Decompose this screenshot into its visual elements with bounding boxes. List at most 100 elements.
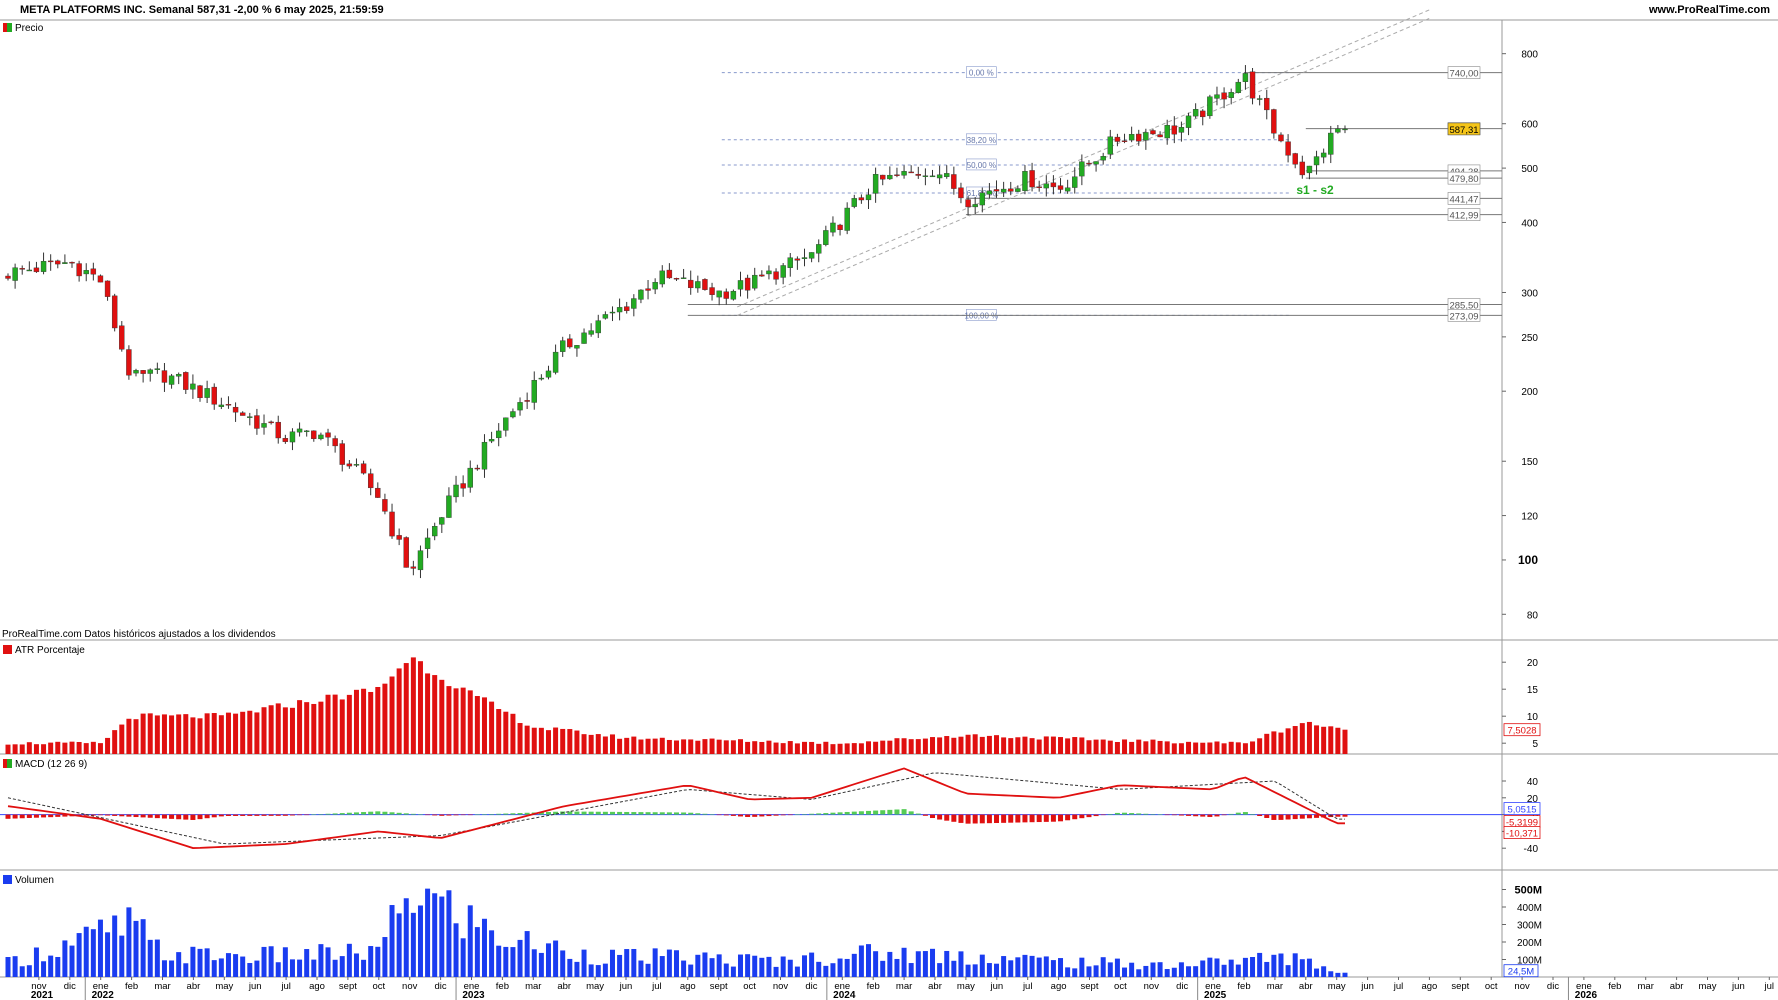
candle-body bbox=[695, 281, 701, 289]
macd-histogram-bar bbox=[1242, 812, 1248, 815]
volume-bar bbox=[1107, 962, 1113, 977]
macd-histogram-bar bbox=[745, 814, 751, 817]
candle-body bbox=[624, 306, 630, 311]
volume-axis-tick-label: 300M bbox=[1517, 921, 1542, 932]
atr-bar bbox=[154, 715, 160, 754]
x-axis-month-label: may bbox=[957, 981, 975, 992]
atr-bar bbox=[730, 740, 736, 754]
volume-bar bbox=[602, 963, 608, 977]
candle-body bbox=[922, 175, 929, 177]
candle-body bbox=[1242, 73, 1249, 82]
candle-body bbox=[1107, 136, 1114, 155]
volume-bar bbox=[816, 961, 822, 977]
candle-body bbox=[375, 487, 381, 498]
atr-axis-tick-label: 5 bbox=[1532, 739, 1538, 750]
macd-histogram-bar bbox=[794, 814, 800, 816]
candle-body bbox=[1285, 141, 1291, 156]
macd-histogram-bar bbox=[766, 814, 772, 817]
volume-bar bbox=[1257, 952, 1263, 977]
atr-bar bbox=[922, 738, 928, 754]
candle-body bbox=[944, 173, 950, 177]
candle-body bbox=[723, 291, 729, 299]
x-axis-month-label: mar bbox=[1638, 981, 1654, 992]
atr-bar bbox=[12, 744, 18, 754]
volume-bar bbox=[908, 963, 914, 977]
macd-histogram-bar bbox=[382, 811, 388, 815]
atr-bar bbox=[282, 707, 288, 754]
volume-bar bbox=[1157, 962, 1163, 977]
candle-body bbox=[865, 194, 872, 201]
atr-bar bbox=[844, 743, 850, 754]
macd-histogram-bar bbox=[965, 814, 971, 824]
macd-histogram-bar bbox=[1200, 814, 1206, 817]
volume-bar bbox=[837, 958, 843, 977]
macd-histogram-bar bbox=[389, 812, 395, 815]
volume-bar bbox=[1264, 961, 1270, 977]
atr-value-tag bbox=[1503, 723, 1541, 737]
volume-bar bbox=[453, 923, 459, 977]
atr-bar bbox=[105, 737, 111, 754]
volume-bar bbox=[595, 965, 601, 977]
volume-bar bbox=[880, 960, 886, 977]
atr-bar bbox=[1321, 726, 1327, 754]
macd-histogram-bar bbox=[930, 814, 936, 819]
atr-bar bbox=[1122, 739, 1128, 754]
volume-bar bbox=[730, 966, 736, 977]
macd-histogram-bar bbox=[119, 814, 125, 817]
volume-bar bbox=[1214, 958, 1220, 977]
macd-signal-line bbox=[7, 772, 1345, 845]
x-axis-month-label: dic bbox=[805, 981, 817, 992]
macd-histogram-bar bbox=[289, 814, 295, 816]
atr-bar bbox=[1036, 739, 1042, 754]
macd-histogram-bar bbox=[318, 814, 324, 815]
volume-bar bbox=[5, 957, 11, 977]
atr-bar bbox=[1328, 726, 1334, 754]
candle-body bbox=[567, 338, 573, 348]
volume-bar bbox=[922, 951, 928, 977]
macd-histogram-bar bbox=[481, 814, 487, 815]
macd-histogram-bar bbox=[190, 814, 196, 820]
volume-bar bbox=[766, 956, 772, 977]
macd-histogram-bar bbox=[908, 811, 914, 815]
atr-bar bbox=[1214, 741, 1220, 754]
macd-histogram-bar bbox=[176, 814, 182, 820]
prorealtime-site-link[interactable]: www.ProRealTime.com bbox=[1648, 4, 1770, 16]
atr-axis-tick-label: 15 bbox=[1527, 685, 1539, 696]
x-axis-month-label: abr bbox=[1299, 981, 1313, 992]
macd-histogram-bar bbox=[83, 814, 89, 816]
atr-bar bbox=[1065, 738, 1071, 754]
atr-bar bbox=[62, 742, 68, 754]
volume-bar bbox=[1285, 965, 1291, 977]
atr-bar bbox=[1171, 743, 1177, 754]
candle-body bbox=[154, 368, 161, 370]
candle-body bbox=[560, 340, 566, 352]
x-axis-month-label: ene bbox=[464, 981, 480, 992]
atr-bar bbox=[240, 711, 246, 754]
candle-body bbox=[126, 349, 132, 376]
candle-body bbox=[858, 197, 865, 201]
candle-body bbox=[481, 441, 488, 470]
atr-bar bbox=[723, 740, 729, 754]
candle-body bbox=[631, 298, 637, 309]
candle-body bbox=[282, 438, 289, 442]
volume-value-tag bbox=[1503, 964, 1539, 978]
volume-bar bbox=[446, 890, 452, 977]
macd-histogram-bar bbox=[225, 814, 231, 816]
atr-bar bbox=[133, 719, 139, 754]
atr-bar bbox=[880, 740, 886, 754]
macd-histogram-bar bbox=[33, 814, 39, 818]
volume-bar bbox=[538, 952, 544, 977]
x-axis-month-label: ene bbox=[1576, 981, 1592, 992]
atr-bar bbox=[681, 739, 687, 754]
x-axis-year-label: 2022 bbox=[92, 990, 115, 1000]
candle-body bbox=[1320, 152, 1327, 158]
atr-bar bbox=[830, 744, 836, 754]
volume-bar bbox=[809, 952, 815, 977]
atr-bar bbox=[69, 741, 75, 754]
atr-bar bbox=[894, 738, 900, 754]
volume-bar bbox=[126, 907, 132, 977]
candle-body bbox=[232, 406, 239, 413]
atr-bar bbox=[737, 739, 743, 754]
